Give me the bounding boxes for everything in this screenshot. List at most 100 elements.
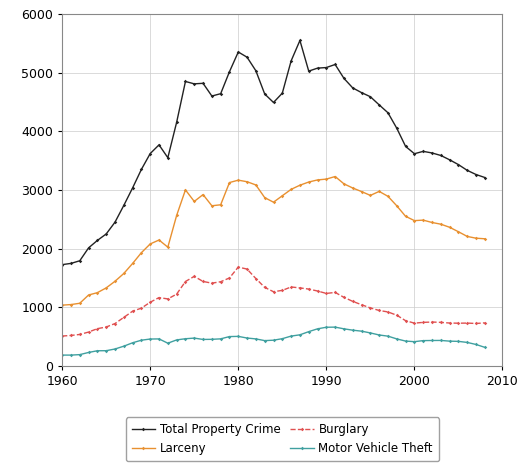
Motor Vehicle Theft bbox=[182, 336, 189, 341]
Larceny bbox=[218, 202, 224, 208]
Total Property Crime bbox=[68, 261, 74, 266]
Total Property Crime bbox=[156, 142, 162, 148]
Total Property Crime bbox=[473, 172, 479, 177]
Burglary bbox=[464, 320, 470, 326]
Burglary bbox=[288, 284, 294, 290]
Larceny bbox=[244, 179, 250, 185]
Motor Vehicle Theft bbox=[279, 336, 285, 341]
Total Property Crime bbox=[350, 85, 356, 91]
Larceny bbox=[85, 292, 92, 298]
Burglary bbox=[103, 324, 109, 330]
Burglary bbox=[402, 318, 409, 324]
Larceny bbox=[279, 193, 285, 198]
Motor Vehicle Theft bbox=[438, 338, 444, 343]
Motor Vehicle Theft bbox=[367, 330, 373, 336]
Total Property Crime bbox=[59, 262, 65, 267]
Burglary bbox=[350, 299, 356, 304]
Larceny bbox=[94, 290, 100, 295]
Total Property Crime bbox=[174, 120, 180, 125]
Burglary bbox=[218, 279, 224, 285]
Burglary bbox=[191, 273, 197, 279]
Total Property Crime bbox=[411, 151, 418, 157]
Larceny bbox=[350, 185, 356, 191]
Burglary bbox=[147, 299, 153, 305]
Motor Vehicle Theft bbox=[235, 333, 241, 339]
Larceny bbox=[209, 203, 215, 209]
Larceny bbox=[341, 181, 347, 187]
Motor Vehicle Theft bbox=[121, 343, 127, 349]
Larceny bbox=[411, 218, 418, 223]
Burglary bbox=[455, 320, 462, 326]
Burglary bbox=[262, 285, 268, 290]
Legend: Total Property Crime, Larceny, Burglary, Motor Vehicle Theft: Total Property Crime, Larceny, Burglary,… bbox=[126, 417, 439, 461]
Burglary bbox=[209, 280, 215, 286]
Larceny bbox=[332, 174, 338, 179]
Motor Vehicle Theft bbox=[358, 328, 365, 334]
Motor Vehicle Theft bbox=[147, 336, 153, 342]
Burglary bbox=[68, 333, 74, 338]
Motor Vehicle Theft bbox=[473, 341, 479, 347]
Larceny bbox=[68, 302, 74, 307]
Larceny bbox=[138, 250, 145, 256]
Motor Vehicle Theft bbox=[77, 352, 83, 357]
Motor Vehicle Theft bbox=[341, 326, 347, 332]
Line: Burglary: Burglary bbox=[61, 266, 486, 337]
Burglary bbox=[306, 286, 312, 292]
Larceny bbox=[447, 225, 453, 230]
Larceny bbox=[473, 235, 479, 241]
Larceny bbox=[253, 182, 259, 188]
Burglary bbox=[367, 305, 373, 311]
Total Property Crime bbox=[77, 258, 83, 264]
Larceny bbox=[420, 217, 426, 223]
Burglary bbox=[297, 285, 303, 291]
Total Property Crime bbox=[367, 94, 373, 99]
Burglary bbox=[429, 319, 435, 325]
Motor Vehicle Theft bbox=[376, 332, 382, 338]
Motor Vehicle Theft bbox=[314, 326, 321, 332]
Burglary bbox=[121, 315, 127, 320]
Larceny bbox=[182, 187, 189, 193]
Total Property Crime bbox=[385, 110, 391, 116]
Motor Vehicle Theft bbox=[165, 340, 171, 346]
Motor Vehicle Theft bbox=[350, 327, 356, 333]
Motor Vehicle Theft bbox=[420, 338, 426, 343]
Motor Vehicle Theft bbox=[464, 340, 470, 345]
Burglary bbox=[376, 308, 382, 313]
Motor Vehicle Theft bbox=[288, 333, 294, 339]
Burglary bbox=[341, 295, 347, 300]
Total Property Crime bbox=[200, 81, 206, 86]
Total Property Crime bbox=[165, 155, 171, 160]
Total Property Crime bbox=[235, 49, 241, 55]
Burglary bbox=[235, 265, 241, 270]
Total Property Crime bbox=[253, 68, 259, 74]
Burglary bbox=[314, 288, 321, 294]
Total Property Crime bbox=[455, 162, 462, 167]
Burglary bbox=[253, 276, 259, 281]
Line: Total Property Crime: Total Property Crime bbox=[61, 39, 486, 266]
Burglary bbox=[85, 329, 92, 335]
Burglary bbox=[165, 296, 171, 302]
Motor Vehicle Theft bbox=[394, 336, 400, 342]
Motor Vehicle Theft bbox=[103, 348, 109, 354]
Total Property Crime bbox=[182, 79, 189, 84]
Burglary bbox=[394, 312, 400, 318]
Larceny bbox=[226, 180, 233, 185]
Total Property Crime bbox=[103, 231, 109, 237]
Larceny bbox=[394, 203, 400, 209]
Total Property Crime bbox=[279, 91, 285, 96]
Total Property Crime bbox=[209, 93, 215, 99]
Burglary bbox=[270, 289, 277, 295]
Burglary bbox=[112, 321, 118, 326]
Total Property Crime bbox=[270, 100, 277, 106]
Larceny bbox=[59, 303, 65, 308]
Larceny bbox=[297, 182, 303, 188]
Burglary bbox=[447, 320, 453, 326]
Motor Vehicle Theft bbox=[270, 337, 277, 343]
Burglary bbox=[138, 305, 145, 311]
Total Property Crime bbox=[85, 245, 92, 250]
Larceny bbox=[314, 177, 321, 183]
Larceny bbox=[200, 192, 206, 197]
Burglary bbox=[438, 319, 444, 325]
Burglary bbox=[420, 319, 426, 325]
Larceny bbox=[103, 285, 109, 291]
